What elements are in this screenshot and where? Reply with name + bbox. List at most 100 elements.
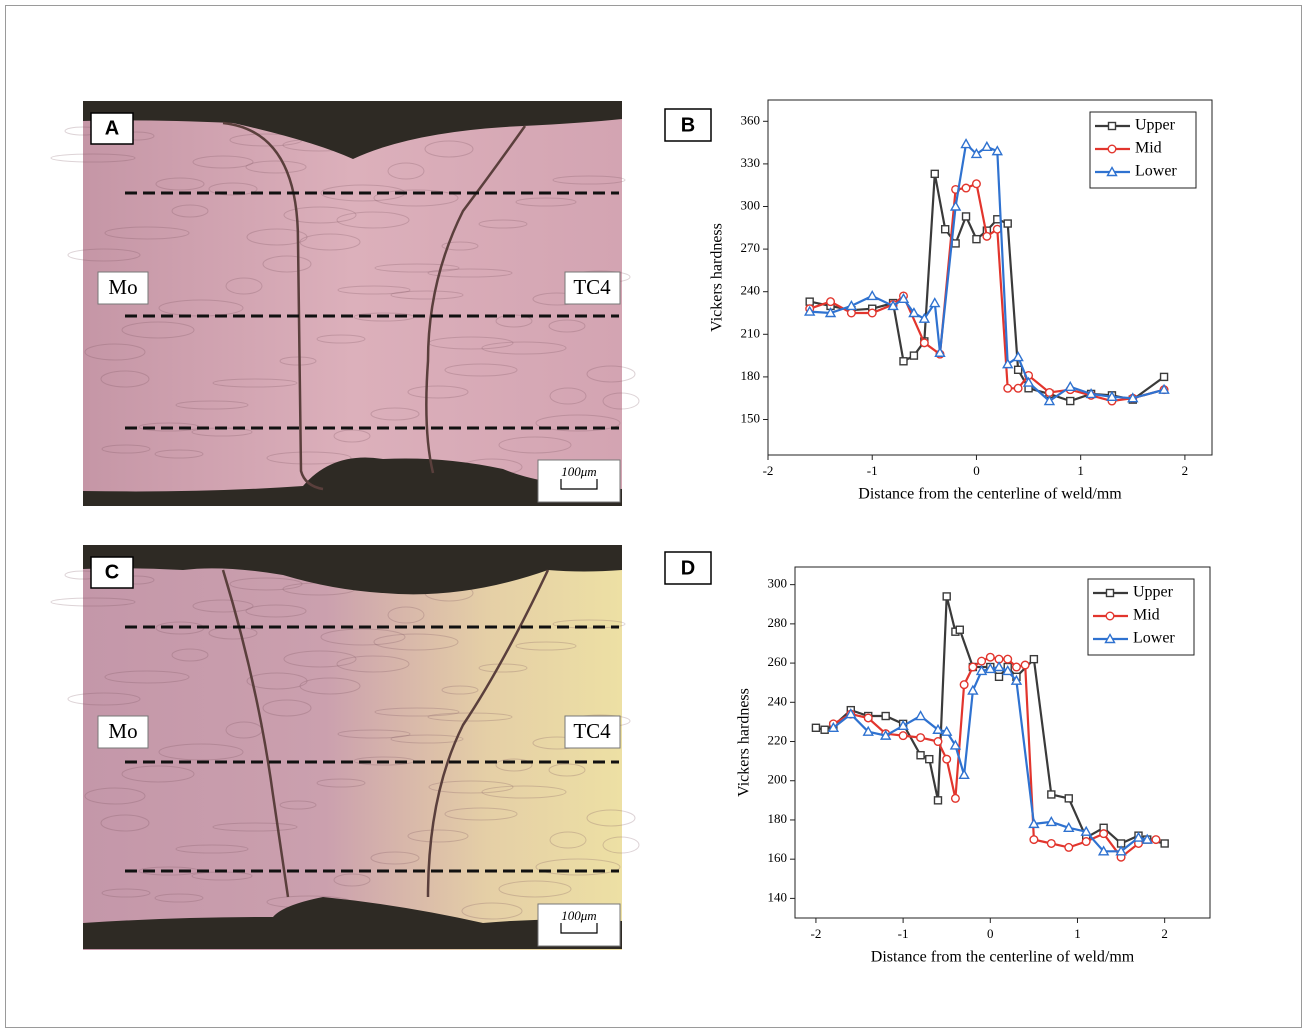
marker	[803, 305, 816, 316]
grain-texture	[390, 734, 464, 744]
grain-texture	[121, 765, 195, 783]
marker	[950, 793, 960, 803]
micrograph-background	[83, 101, 622, 506]
grain-texture	[337, 285, 411, 295]
fusion-line	[426, 569, 550, 898]
grain-texture	[67, 248, 141, 262]
grain-texture	[333, 429, 371, 443]
marker	[929, 297, 941, 308]
marker	[914, 710, 927, 721]
marker	[1046, 838, 1056, 848]
legend-label: Lower	[1133, 630, 1175, 647]
grain-texture	[104, 670, 190, 684]
marker	[982, 231, 992, 241]
y-tick-label: 180	[768, 811, 788, 826]
y-tick-label: 300	[768, 576, 788, 591]
panel-label: B	[681, 114, 695, 136]
fusion-line	[425, 125, 527, 474]
marker	[820, 725, 829, 734]
grain-texture	[373, 189, 459, 207]
scale-bar-box	[537, 459, 621, 503]
marker	[1081, 837, 1091, 847]
marker	[1011, 662, 1021, 672]
marker	[863, 713, 873, 723]
y-tick-label: 200	[768, 772, 788, 787]
panel-label: D	[681, 557, 695, 579]
figure-frame	[5, 5, 1302, 1028]
grain-texture	[192, 155, 254, 169]
grain-texture	[262, 255, 312, 273]
marker	[1045, 815, 1058, 827]
grain-texture	[212, 822, 298, 832]
y-tick-label: 300	[741, 197, 761, 212]
grain-texture	[336, 211, 410, 229]
marker	[1043, 395, 1056, 406]
marker	[1047, 790, 1056, 799]
marker	[887, 299, 899, 311]
marker	[949, 200, 962, 211]
x-axis-label: Distance from the centerline of weld/mm	[871, 949, 1135, 966]
label-box	[564, 715, 621, 749]
legend-marker	[1107, 144, 1117, 154]
grain-texture	[192, 599, 254, 613]
marker	[867, 308, 877, 318]
marker	[897, 292, 910, 303]
marker	[972, 234, 981, 244]
marker	[919, 338, 929, 348]
grain-texture	[387, 606, 425, 624]
marker	[899, 357, 908, 366]
grain-texture	[333, 873, 371, 887]
marker	[1085, 388, 1097, 399]
grain-texture	[84, 787, 146, 805]
series-line	[809, 182, 1165, 403]
grain-texture	[407, 829, 469, 843]
marker	[1127, 392, 1139, 403]
marker	[1003, 219, 1012, 228]
marker	[916, 733, 926, 743]
marker	[1064, 794, 1073, 803]
grain-texture	[498, 436, 572, 454]
panel-label-box	[90, 556, 134, 589]
legend-label: Mid	[1135, 140, 1162, 157]
x-tick-label: 1	[1077, 463, 1084, 478]
plot-frame	[767, 99, 1213, 456]
marker	[1132, 831, 1145, 842]
grain-texture	[246, 672, 308, 690]
y-tick-label: 360	[741, 112, 761, 127]
marker	[975, 664, 988, 676]
marker	[994, 672, 1004, 682]
marker	[940, 225, 950, 234]
marker	[1097, 845, 1110, 856]
marker	[824, 307, 837, 318]
dark-edge	[83, 897, 622, 949]
legend-label: Upper	[1133, 584, 1174, 601]
marker	[941, 725, 953, 736]
legend-marker	[1104, 633, 1116, 644]
grain-texture	[535, 858, 621, 876]
marker	[1002, 358, 1014, 369]
grain-texture	[370, 851, 420, 865]
grain-texture	[374, 707, 460, 717]
grain-texture	[387, 162, 425, 180]
micrograph-background	[83, 545, 622, 950]
grain-texture	[104, 226, 190, 240]
grain-texture	[552, 175, 626, 185]
grain-texture	[100, 370, 150, 388]
grain-texture	[370, 407, 420, 421]
scale-bar-box	[537, 903, 621, 947]
marker	[1115, 845, 1127, 856]
panel-label-box	[664, 108, 712, 142]
grain-texture	[266, 451, 352, 465]
plot-frame	[794, 566, 1211, 919]
grain-texture	[444, 807, 518, 821]
marker	[1013, 365, 1023, 374]
legend-label: Mid	[1133, 607, 1160, 624]
marker	[993, 661, 1005, 672]
grain-texture	[515, 641, 577, 651]
marker	[955, 625, 964, 634]
marker	[1063, 821, 1075, 832]
grain-texture	[390, 290, 464, 300]
grain-texture	[515, 197, 577, 207]
grain-texture	[316, 778, 366, 788]
y-tick-label: 180	[741, 368, 761, 383]
